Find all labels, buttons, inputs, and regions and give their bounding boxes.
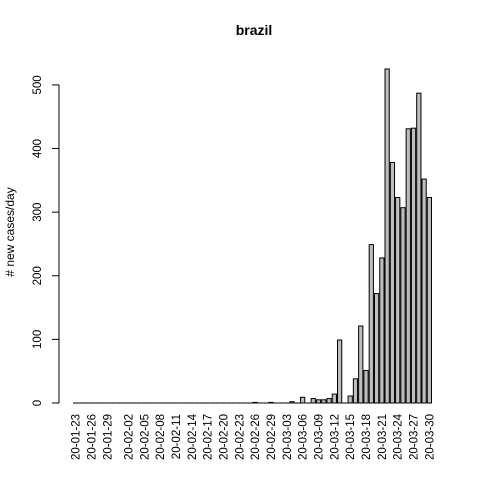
- x-axis-tick-labels: 20-01-23 20-01-26 20-01-29 20-02-02 20-02-05…: [71, 413, 437, 460]
- x-tick-label: 20-02-23: [234, 414, 246, 460]
- bar: [426, 197, 433, 404]
- bar: [289, 401, 295, 404]
- bar: [358, 325, 364, 404]
- bar: [331, 393, 337, 404]
- x-tick-label: 20-03-15: [345, 414, 357, 460]
- x-tick-label: 20-01-26: [86, 414, 98, 460]
- x-tick-label: 20-03-09: [314, 414, 326, 460]
- bar: [337, 339, 343, 404]
- x-tick-label: 20-02-17: [203, 414, 215, 460]
- x-tick-label: 20-03-24: [393, 413, 405, 460]
- bar: [410, 127, 417, 404]
- x-tick-label: 20-03-06: [298, 414, 310, 460]
- y-tick-label: 0: [32, 400, 44, 406]
- bar: [368, 244, 374, 404]
- bar: [363, 370, 369, 404]
- x-tick-label: 20-02-08: [155, 414, 167, 460]
- x-tick-label: 20-02-29: [266, 414, 278, 460]
- y-tick-label: 400: [32, 139, 44, 158]
- x-tick-label: 20-02-02: [123, 414, 135, 460]
- bar: [389, 162, 396, 404]
- x-tick-label: 20-03-03: [282, 414, 294, 460]
- chart-title: brazil: [236, 22, 273, 38]
- y-tick-label: 200: [32, 266, 44, 285]
- y-tick-label: 300: [32, 203, 44, 222]
- bar: [300, 396, 306, 404]
- x-tick-label: 20-03-21: [377, 414, 389, 460]
- bar: [252, 401, 258, 404]
- bar: [379, 257, 385, 404]
- bar: [421, 178, 427, 404]
- x-tick-label: 20-02-14: [187, 413, 199, 460]
- bar: [373, 293, 380, 404]
- bar: [384, 68, 390, 404]
- bar: [416, 92, 422, 404]
- x-tick-label: 20-01-29: [102, 414, 114, 460]
- x-tick-label: 20-01-23: [71, 414, 83, 460]
- y-tick-label: 100: [32, 330, 44, 349]
- bar: [347, 395, 353, 404]
- x-tick-label: 20-03-12: [329, 414, 341, 460]
- y-axis-label: # new cases/day: [3, 187, 17, 276]
- x-tick-label: 20-02-26: [250, 414, 262, 460]
- bar: [326, 398, 332, 404]
- y-axis-ticks: 0 100 200 300 400 500: [32, 75, 59, 406]
- bar: [405, 128, 411, 404]
- x-tick-label: 20-03-18: [361, 414, 373, 460]
- x-tick-label: 20-02-20: [218, 414, 230, 460]
- bar: [268, 401, 274, 404]
- bar: [315, 399, 322, 404]
- bar: [352, 378, 359, 404]
- bar: [310, 398, 316, 404]
- x-tick-label: 20-02-11: [171, 414, 183, 459]
- x-tick-label: 20-03-30: [424, 414, 436, 460]
- bars-group: [73, 68, 433, 404]
- bar: [400, 207, 406, 404]
- bar: [321, 399, 327, 404]
- y-tick-label: 500: [32, 75, 44, 94]
- bar: [395, 197, 401, 404]
- x-tick-label: 20-02-05: [139, 414, 151, 460]
- x-tick-label: 20-03-27: [409, 414, 421, 460]
